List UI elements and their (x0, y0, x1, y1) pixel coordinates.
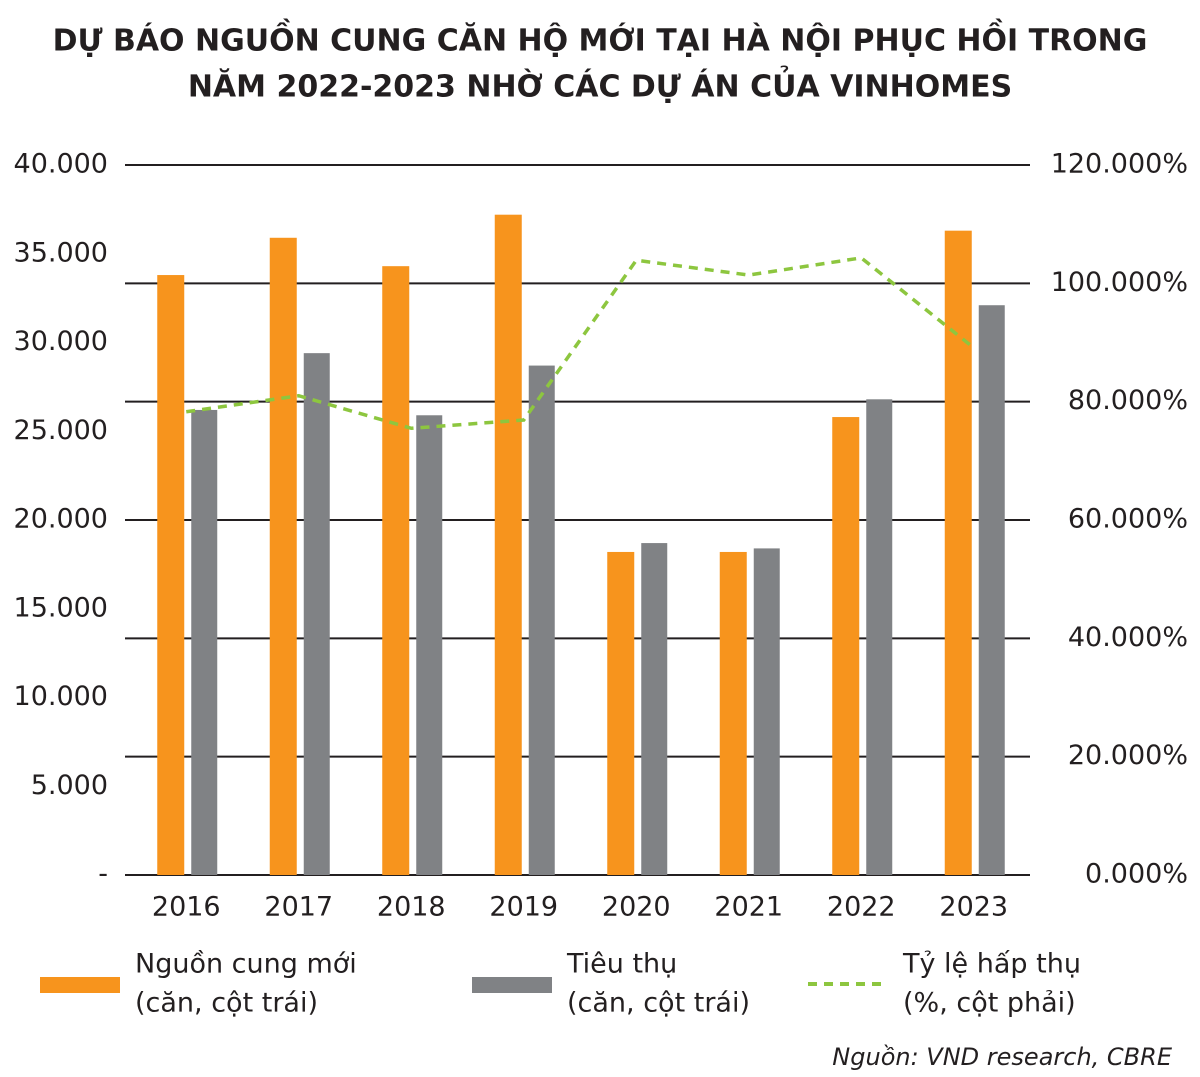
y-tick-label: 40.000 (14, 149, 108, 180)
y2-tick-label: 100.000% (1051, 267, 1188, 298)
bar (269, 237, 297, 875)
y-tick-label: 10.000 (14, 681, 108, 712)
legend-note: (%, cột phải) (903, 988, 1076, 1019)
chart-subtitle: NĂM 2022-2023 NHỜ CÁC DỰ ÁN CỦA VINHOMES (188, 65, 1012, 105)
y2-tick-label: 120.000% (1051, 149, 1188, 180)
bar (641, 543, 668, 875)
bar (157, 275, 185, 875)
x-tick-label: 2017 (264, 892, 333, 923)
legend-swatch (472, 977, 552, 993)
bar (866, 399, 893, 875)
x-tick-label: 2019 (489, 892, 558, 923)
bar (528, 365, 555, 875)
bar (494, 214, 522, 875)
y-tick-label: 35.000 (14, 237, 108, 268)
line (186, 256, 975, 431)
y-tick-label: 5.000 (31, 770, 108, 801)
x-tick-label: 2018 (377, 892, 446, 923)
bar (416, 415, 443, 875)
bar (303, 353, 330, 875)
bar (944, 230, 972, 876)
legend-label: Tỷ lệ hấp thụ (902, 949, 1081, 980)
y2-tick-label: 40.000% (1068, 622, 1188, 653)
bar (607, 551, 635, 875)
x-tick-label: 2022 (827, 892, 896, 923)
y2-tick-label: 80.000% (1068, 385, 1188, 416)
y-tick-label: 20.000 (14, 504, 108, 535)
y-tick-label: 15.000 (14, 592, 108, 623)
bar (382, 266, 410, 875)
y2-tick-label: 0.000% (1085, 859, 1188, 890)
y2-tick-label: 20.000% (1068, 740, 1188, 771)
y-tick-label: 25.000 (14, 415, 108, 446)
x-tick-label: 2016 (152, 892, 221, 923)
bar (191, 409, 218, 875)
legend-label: Tiêu thụ (566, 949, 677, 980)
y-tick-label: - (98, 859, 108, 890)
bar (978, 305, 1005, 876)
legend-note: (căn, cột trái) (135, 988, 318, 1019)
bar (753, 548, 780, 875)
x-tick-label: 2023 (939, 892, 1008, 923)
bar (719, 551, 747, 875)
legend-swatch (40, 977, 120, 993)
bar (832, 417, 860, 875)
x-tick-label: 2021 (714, 892, 783, 923)
chart-title: DỰ BÁO NGUỒN CUNG CĂN HỘ MỚI TẠI HÀ NỘI … (53, 18, 1148, 59)
x-tick-label: 2020 (602, 892, 671, 923)
y2-tick-label: 60.000% (1068, 504, 1188, 535)
source: Nguồn: VND research, CBRE (832, 1043, 1173, 1071)
legend-note: (căn, cột trái) (567, 988, 750, 1019)
y-tick-label: 30.000 (14, 326, 108, 357)
legend-label: Nguồn cung mới (135, 949, 357, 980)
